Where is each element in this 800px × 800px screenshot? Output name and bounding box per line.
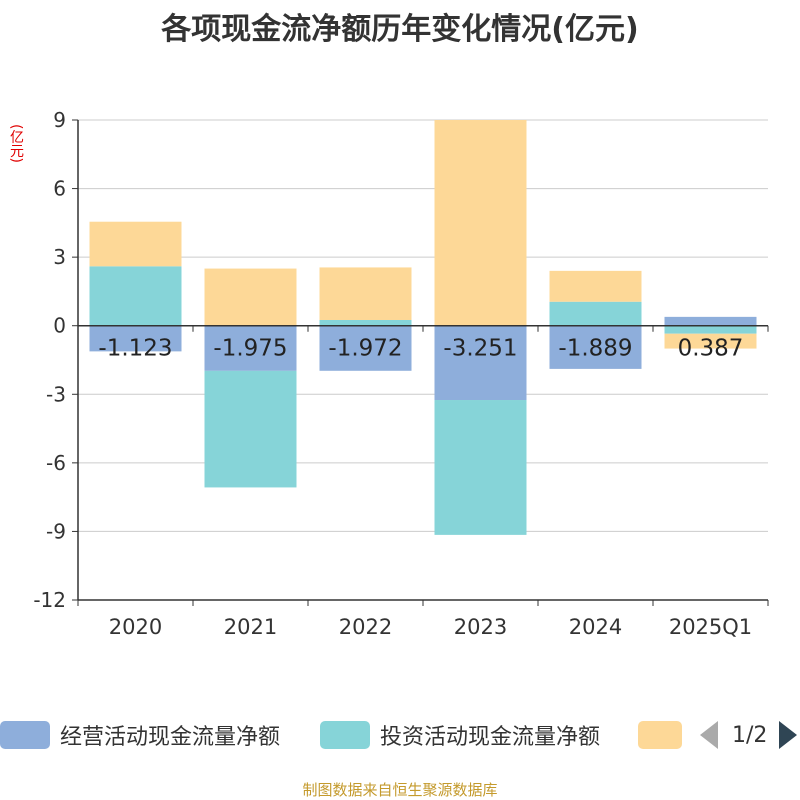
bar-financing — [549, 270, 642, 302]
bar-investing — [664, 325, 757, 334]
data-label-operating: -1.123 — [98, 336, 172, 362]
x-tick-label: 2022 — [339, 615, 392, 639]
bar-financing — [204, 268, 297, 326]
bar-operating — [204, 325, 297, 371]
bar-operating — [89, 325, 182, 352]
legend-pager: 1/2 — [700, 720, 798, 750]
source-note: 制图数据来自恒生聚源数据库 — [302, 781, 498, 799]
data-label-operating: -1.889 — [558, 336, 632, 362]
bar-financing — [89, 221, 182, 267]
legend-swatch-operating — [0, 721, 50, 749]
data-label-operating: -3.251 — [443, 336, 517, 362]
legend-next-page-icon[interactable] — [779, 721, 798, 749]
bar-operating — [549, 325, 642, 369]
legend-label-operating: 经营活动现金流量净额 — [60, 725, 281, 750]
bar-operating — [664, 316, 757, 326]
y-tick-label: -12 — [33, 588, 66, 612]
x-tick-label: 2023 — [454, 615, 507, 639]
data-label-operating: -1.972 — [328, 336, 402, 362]
legend-swatch-financing — [638, 721, 682, 749]
legend-page-indicator: 1/2 — [732, 722, 768, 748]
y-tick-label: 9 — [53, 108, 66, 132]
bar-investing — [434, 400, 527, 535]
bar-operating — [319, 325, 412, 371]
bar-series — [89, 120, 757, 535]
data-label-operating: -1.975 — [213, 336, 287, 362]
y-tick-label: 3 — [53, 245, 66, 269]
bar-financing — [319, 267, 412, 320]
y-axis-unit-label: (亿元) — [8, 124, 24, 163]
y-tick-label: 0 — [53, 314, 66, 338]
y-tick-label: -3 — [46, 382, 66, 406]
bar-operating — [434, 325, 527, 401]
bar-investing — [319, 320, 412, 326]
legend-swatch-investing — [320, 721, 370, 749]
x-tick-label: 2020 — [109, 615, 162, 639]
bar-financing — [434, 120, 527, 326]
bar-financing — [664, 333, 757, 349]
x-tick-label: 2021 — [224, 615, 277, 639]
legend-prev-page-icon[interactable] — [700, 721, 718, 749]
y-tick-label: 6 — [53, 177, 66, 201]
bar-investing — [549, 301, 642, 326]
data-label-operating: 0.387 — [678, 336, 744, 362]
legend-item-financing[interactable] — [638, 720, 682, 750]
legend-label-investing: 投资活动现金流量净额 — [380, 725, 601, 750]
data-labels: -1.123 -1.975 -1.972 -3.251 -1.889 0.387 — [98, 336, 743, 362]
chart-title: 各项现金流净额历年变化情况(亿元) — [161, 12, 639, 47]
y-tick-label: -9 — [46, 519, 66, 543]
x-tick-label: 2025Q1 — [669, 615, 752, 639]
legend-item-investing[interactable]: 投资活动现金流量净额 — [320, 720, 600, 750]
axes: 9 6 3 0 -3 -6 -9 -12 2020 2021 2022 2023 2024 2025Q1 — [33, 108, 769, 639]
y-tick-label: -6 — [46, 451, 66, 475]
legend-item-operating[interactable]: 经营活动现金流量净额 — [0, 720, 280, 750]
bar-investing — [204, 370, 297, 488]
x-tick-label: 2024 — [569, 615, 622, 639]
bar-investing — [89, 266, 182, 326]
chart-legend: 经营活动现金流量净额 投资活动现金流量净额 1/2 — [0, 712, 800, 756]
